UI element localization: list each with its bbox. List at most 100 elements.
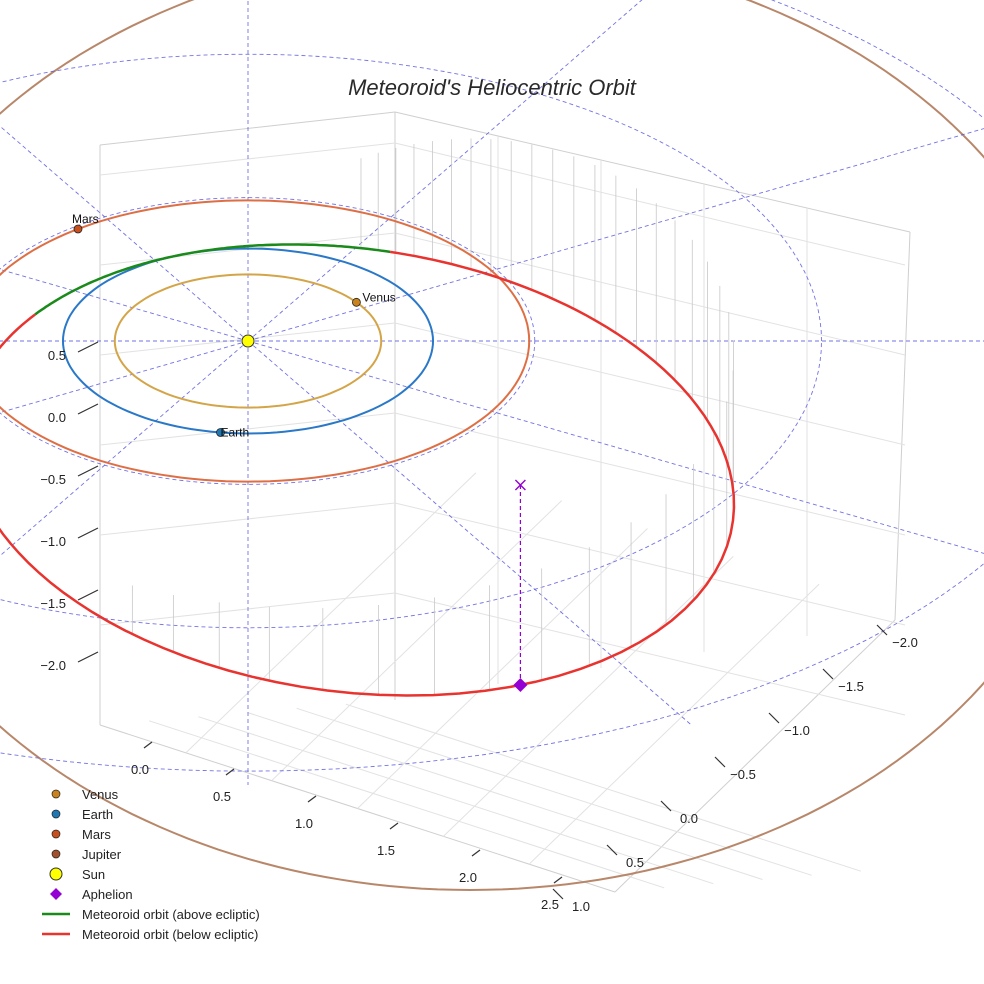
wall-gridline <box>394 502 906 626</box>
z-tick-label: 0.5 <box>48 348 66 363</box>
jupiter-orbit-layer <box>0 0 984 892</box>
wall-gridline <box>99 412 396 446</box>
meteoroid-orbit-above <box>34 243 391 316</box>
y-tick-label: −1.0 <box>784 723 810 738</box>
wall-gridline <box>394 232 906 356</box>
z-tick-mark <box>77 527 99 539</box>
sun-marker <box>241 334 255 348</box>
wall-gridline <box>99 502 396 536</box>
floor-gridline <box>357 528 648 809</box>
aphelion-projection-cross <box>514 479 526 491</box>
y-tick-label: −1.5 <box>838 679 864 694</box>
x-tick-mark <box>389 822 399 830</box>
wall-gridline <box>394 142 906 266</box>
chart-title: Meteoroid's Heliocentric Orbit <box>348 75 637 100</box>
z-tick-mark <box>77 465 99 477</box>
earth-label: Earth <box>220 425 249 439</box>
y-tick-label: −2.0 <box>892 635 918 650</box>
y-tick-label: 0.5 <box>626 855 644 870</box>
legend-label: Earth <box>82 807 113 822</box>
mars-label: Mars <box>72 212 99 226</box>
jupiter-orbit <box>0 0 984 892</box>
floor-gridline <box>149 720 665 889</box>
mars-orbit <box>0 199 531 483</box>
reference-spoke <box>247 128 984 342</box>
z-tick-label: −0.5 <box>40 472 66 487</box>
legend-label: Jupiter <box>82 847 122 862</box>
legend-swatch-diamond <box>50 888 62 900</box>
z-tick-mark <box>77 403 99 415</box>
floor-gridline <box>185 472 477 754</box>
legend-swatch-sun <box>49 867 63 881</box>
reference-spoke <box>0 340 249 557</box>
legend-label: Meteoroid orbit (above ecliptic) <box>82 907 260 922</box>
x-tick-label: 2.0 <box>459 870 477 885</box>
z-tick-mark <box>77 341 99 353</box>
x-tick-mark <box>307 795 317 803</box>
x-tick-label: 1.0 <box>295 816 313 831</box>
x-tick-label: 1.5 <box>377 843 395 858</box>
earth-orbit <box>61 247 434 435</box>
y-tick-mark <box>552 888 564 900</box>
legend-label: Meteoroid orbit (below ecliptic) <box>82 927 258 942</box>
reference-spoke <box>247 0 643 342</box>
z-tick-mark <box>77 589 99 601</box>
legend-label: Mars <box>82 827 111 842</box>
legend-label: Venus <box>82 787 119 802</box>
reference-spoke <box>0 268 249 342</box>
legend-swatch-dot <box>51 829 61 839</box>
x-tick-mark <box>553 876 563 884</box>
wall-gridline <box>99 142 396 176</box>
y-tick-mark <box>876 624 888 636</box>
venus-label: Venus <box>362 290 395 304</box>
legend-swatch-dot <box>51 809 61 819</box>
floor-gridline <box>271 500 563 782</box>
planet-orbits <box>0 199 531 483</box>
wall-gridline <box>394 322 906 446</box>
reference-spoke <box>0 125 249 342</box>
y-tick-mark <box>606 844 618 856</box>
floor-gridline <box>198 716 714 885</box>
axis-box-edge <box>614 619 896 893</box>
ecliptic-reference-grid <box>0 0 984 785</box>
floor-gridline <box>528 583 820 865</box>
venus-orbit <box>113 273 383 409</box>
axis-box-edge <box>894 231 911 621</box>
y-tick-mark <box>768 712 780 724</box>
legend: Venus Earth Mars Jupiter Sun Aphelion Meteoroi… <box>42 787 260 942</box>
z-tick-label: −2.0 <box>40 658 66 673</box>
mars-marker <box>73 224 83 234</box>
body-markers: Venus Earth Mars <box>72 212 528 693</box>
floor-gridline <box>247 712 763 880</box>
legend-label: Sun <box>82 867 105 882</box>
earth-marker <box>216 428 225 437</box>
z-tick-mark <box>77 651 99 663</box>
x-tick-label: 0.0 <box>131 762 149 777</box>
x-tick-mark <box>143 741 153 749</box>
x-tick-mark <box>225 768 235 776</box>
axis-box-edge <box>394 111 911 233</box>
y-tick-label: 0.0 <box>680 811 698 826</box>
y-tick-mark <box>660 800 672 812</box>
x-tick-label: 2.5 <box>541 897 559 912</box>
legend-label: Aphelion <box>82 887 133 902</box>
reference-spoke <box>0 340 249 414</box>
y-tick-label: 1.0 <box>572 899 590 914</box>
z-tick-label: −1.5 <box>40 596 66 611</box>
axis-box-edge <box>99 111 396 146</box>
z-tick-label: −1.0 <box>40 534 66 549</box>
x-tick-label: 0.5 <box>213 789 231 804</box>
legend-swatch-dot <box>51 789 61 799</box>
wall-gridline <box>394 592 906 716</box>
meteoroid-orbit <box>0 243 736 697</box>
floor-gridline <box>296 707 812 876</box>
venus-marker <box>352 297 361 307</box>
y-tick-label: −0.5 <box>730 767 756 782</box>
floor-gridline <box>345 703 861 872</box>
y-tick-mark <box>714 756 726 768</box>
wall-gridline <box>394 412 906 536</box>
wall-gridline <box>99 592 396 626</box>
y-tick-mark <box>822 668 834 680</box>
z-tick-label: 0.0 <box>48 410 66 425</box>
